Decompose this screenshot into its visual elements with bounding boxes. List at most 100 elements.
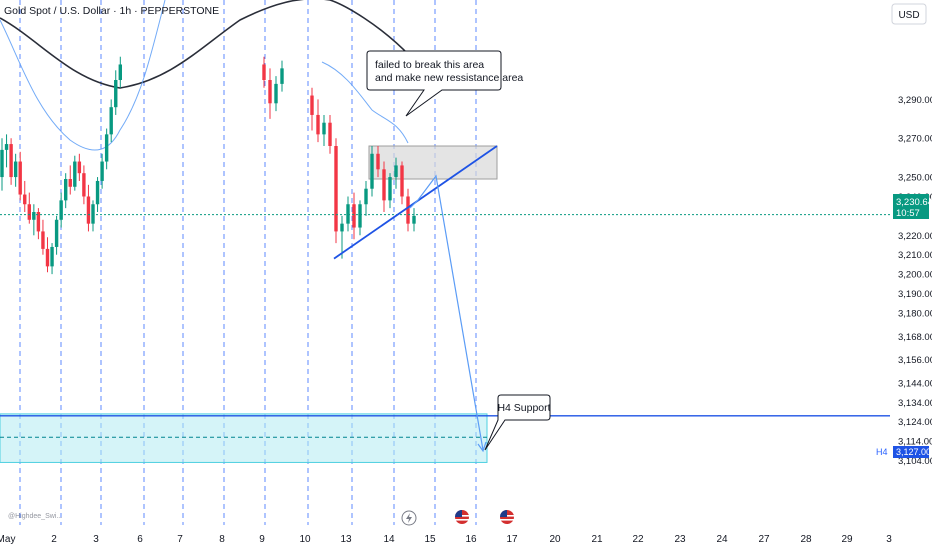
time-tick-label: 29: [841, 534, 853, 545]
candle-body[interactable]: [73, 161, 77, 187]
candle-body[interactable]: [280, 68, 284, 84]
candle-body[interactable]: [59, 200, 63, 220]
slow-moving-average: [0, 0, 411, 89]
candle-body[interactable]: [77, 161, 82, 174]
candle-body[interactable]: [364, 188, 368, 205]
candle-body[interactable]: [86, 196, 91, 224]
candle-body[interactable]: [340, 223, 344, 232]
candle-body[interactable]: [118, 64, 122, 81]
candle-body[interactable]: [68, 179, 72, 187]
candle-body[interactable]: [109, 107, 113, 135]
time-axis[interactable]: May 2 3 6 7 8 9 10 13 14 15 16 17 20 21 22 23 24 27 28 29 3: [0, 534, 892, 545]
candle-body[interactable]: [27, 204, 31, 220]
level-prefix: H4: [876, 447, 888, 457]
time-tick-label: 6: [137, 534, 143, 545]
trend-drawings[interactable]: [0, 145, 890, 453]
time-tick-label: 24: [716, 534, 728, 545]
time-tick-label: 23: [674, 534, 686, 545]
callout-line-1: failed to break this area: [375, 59, 484, 71]
time-tick-label: 2: [51, 534, 57, 545]
candle-body[interactable]: [64, 179, 68, 201]
candle-body[interactable]: [388, 177, 392, 201]
fast-moving-average: [0, 0, 409, 151]
candle-body[interactable]: [346, 204, 350, 224]
candle-body[interactable]: [400, 165, 404, 197]
time-tick-label: 3: [93, 534, 99, 545]
price-tick-label: 3,104.00: [898, 456, 932, 467]
candle-body[interactable]: [322, 122, 326, 135]
resistance-callout[interactable]: failed to break this area and make new r…: [366, 50, 523, 117]
candle-body[interactable]: [9, 144, 13, 178]
currency-button[interactable]: [891, 3, 927, 25]
support-callout[interactable]: H4 Support: [484, 394, 551, 451]
author-watermark: @Highdee_Swi...: [8, 513, 62, 520]
candle-body[interactable]: [45, 248, 50, 267]
candle-body[interactable]: [352, 204, 356, 228]
candle-body[interactable]: [382, 169, 386, 201]
price-tick-label: 3,200.00: [898, 270, 932, 281]
time-tick-label: 3: [886, 534, 892, 545]
support-zone-box[interactable]: [0, 413, 488, 463]
level-price: 3,127.00: [896, 447, 931, 457]
time-tick-label: 10: [299, 534, 311, 545]
candle-body[interactable]: [412, 215, 416, 224]
price-tick-label: 3,144.00: [898, 378, 932, 389]
candle-body[interactable]: [316, 114, 320, 135]
candle-body[interactable]: [268, 80, 272, 104]
price-tick-label: 3,134.00: [898, 398, 932, 409]
candle-body[interactable]: [310, 95, 314, 115]
candle-body[interactable]: [104, 134, 109, 162]
candle-body[interactable]: [0, 149, 4, 178]
us-flag-icon[interactable]: [455, 510, 469, 524]
candle-body[interactable]: [370, 153, 374, 189]
current-price-tag: 3,230.64 10:57: [893, 194, 932, 219]
candlesticks[interactable]: [0, 56, 416, 275]
time-tick-label: May: [0, 534, 15, 545]
support-label: H4 Support: [497, 402, 550, 414]
projected-drop-path[interactable]: [409, 174, 484, 451]
candle-body[interactable]: [100, 161, 104, 181]
support-zone: [0, 413, 488, 463]
resistance-zone-box[interactable]: [368, 145, 498, 180]
level-price-tag: H4 3,127.00: [876, 446, 931, 458]
candle-body[interactable]: [41, 231, 45, 249]
time-tick-label: 14: [383, 534, 395, 545]
candle-body[interactable]: [36, 212, 41, 232]
candle-body[interactable]: [13, 161, 18, 178]
candle-body[interactable]: [95, 180, 100, 205]
candle-body[interactable]: [32, 212, 36, 220]
candle-body[interactable]: [328, 122, 332, 147]
price-tick-label: 3,168.00: [898, 332, 932, 343]
time-tick-label: 16: [465, 534, 477, 545]
candle-body[interactable]: [82, 173, 86, 197]
candle-body[interactable]: [114, 80, 118, 108]
chart-title: Gold Spot / U.S. Dollar · 1h · PEPPERSTO…: [4, 5, 219, 17]
price-axis[interactable]: 3,290.003,270.003,250.003,240.003,220.00…: [898, 95, 932, 467]
candle-body[interactable]: [274, 83, 278, 104]
candle-body[interactable]: [334, 146, 338, 232]
candle-body[interactable]: [376, 153, 380, 170]
time-tick-label: 8: [219, 534, 225, 545]
time-tick-label: 27: [758, 534, 770, 545]
lightning-icon[interactable]: [401, 510, 417, 526]
candle-body[interactable]: [50, 246, 54, 267]
candle-body[interactable]: [54, 219, 59, 247]
candle-body[interactable]: [4, 144, 9, 150]
support-bubble: [484, 394, 551, 451]
us-flag-icon[interactable]: [500, 510, 514, 524]
candle-body[interactable]: [394, 165, 398, 178]
price-tick-label: 3,114.00: [898, 437, 932, 448]
price-tick-label: 3,220.00: [898, 231, 932, 242]
price-tick-label: 3,270.00: [898, 134, 932, 145]
candle-body[interactable]: [23, 194, 27, 205]
time-tick-label: 21: [591, 534, 603, 545]
price-tick-label: 3,290.00: [898, 95, 932, 106]
candle-body[interactable]: [406, 196, 410, 224]
moving-averages: [0, 0, 411, 151]
candle-body[interactable]: [18, 161, 22, 195]
candle-body[interactable]: [262, 64, 266, 81]
candle-body[interactable]: [358, 204, 362, 228]
time-tick-label: 17: [506, 534, 518, 545]
candle-body[interactable]: [91, 204, 95, 224]
